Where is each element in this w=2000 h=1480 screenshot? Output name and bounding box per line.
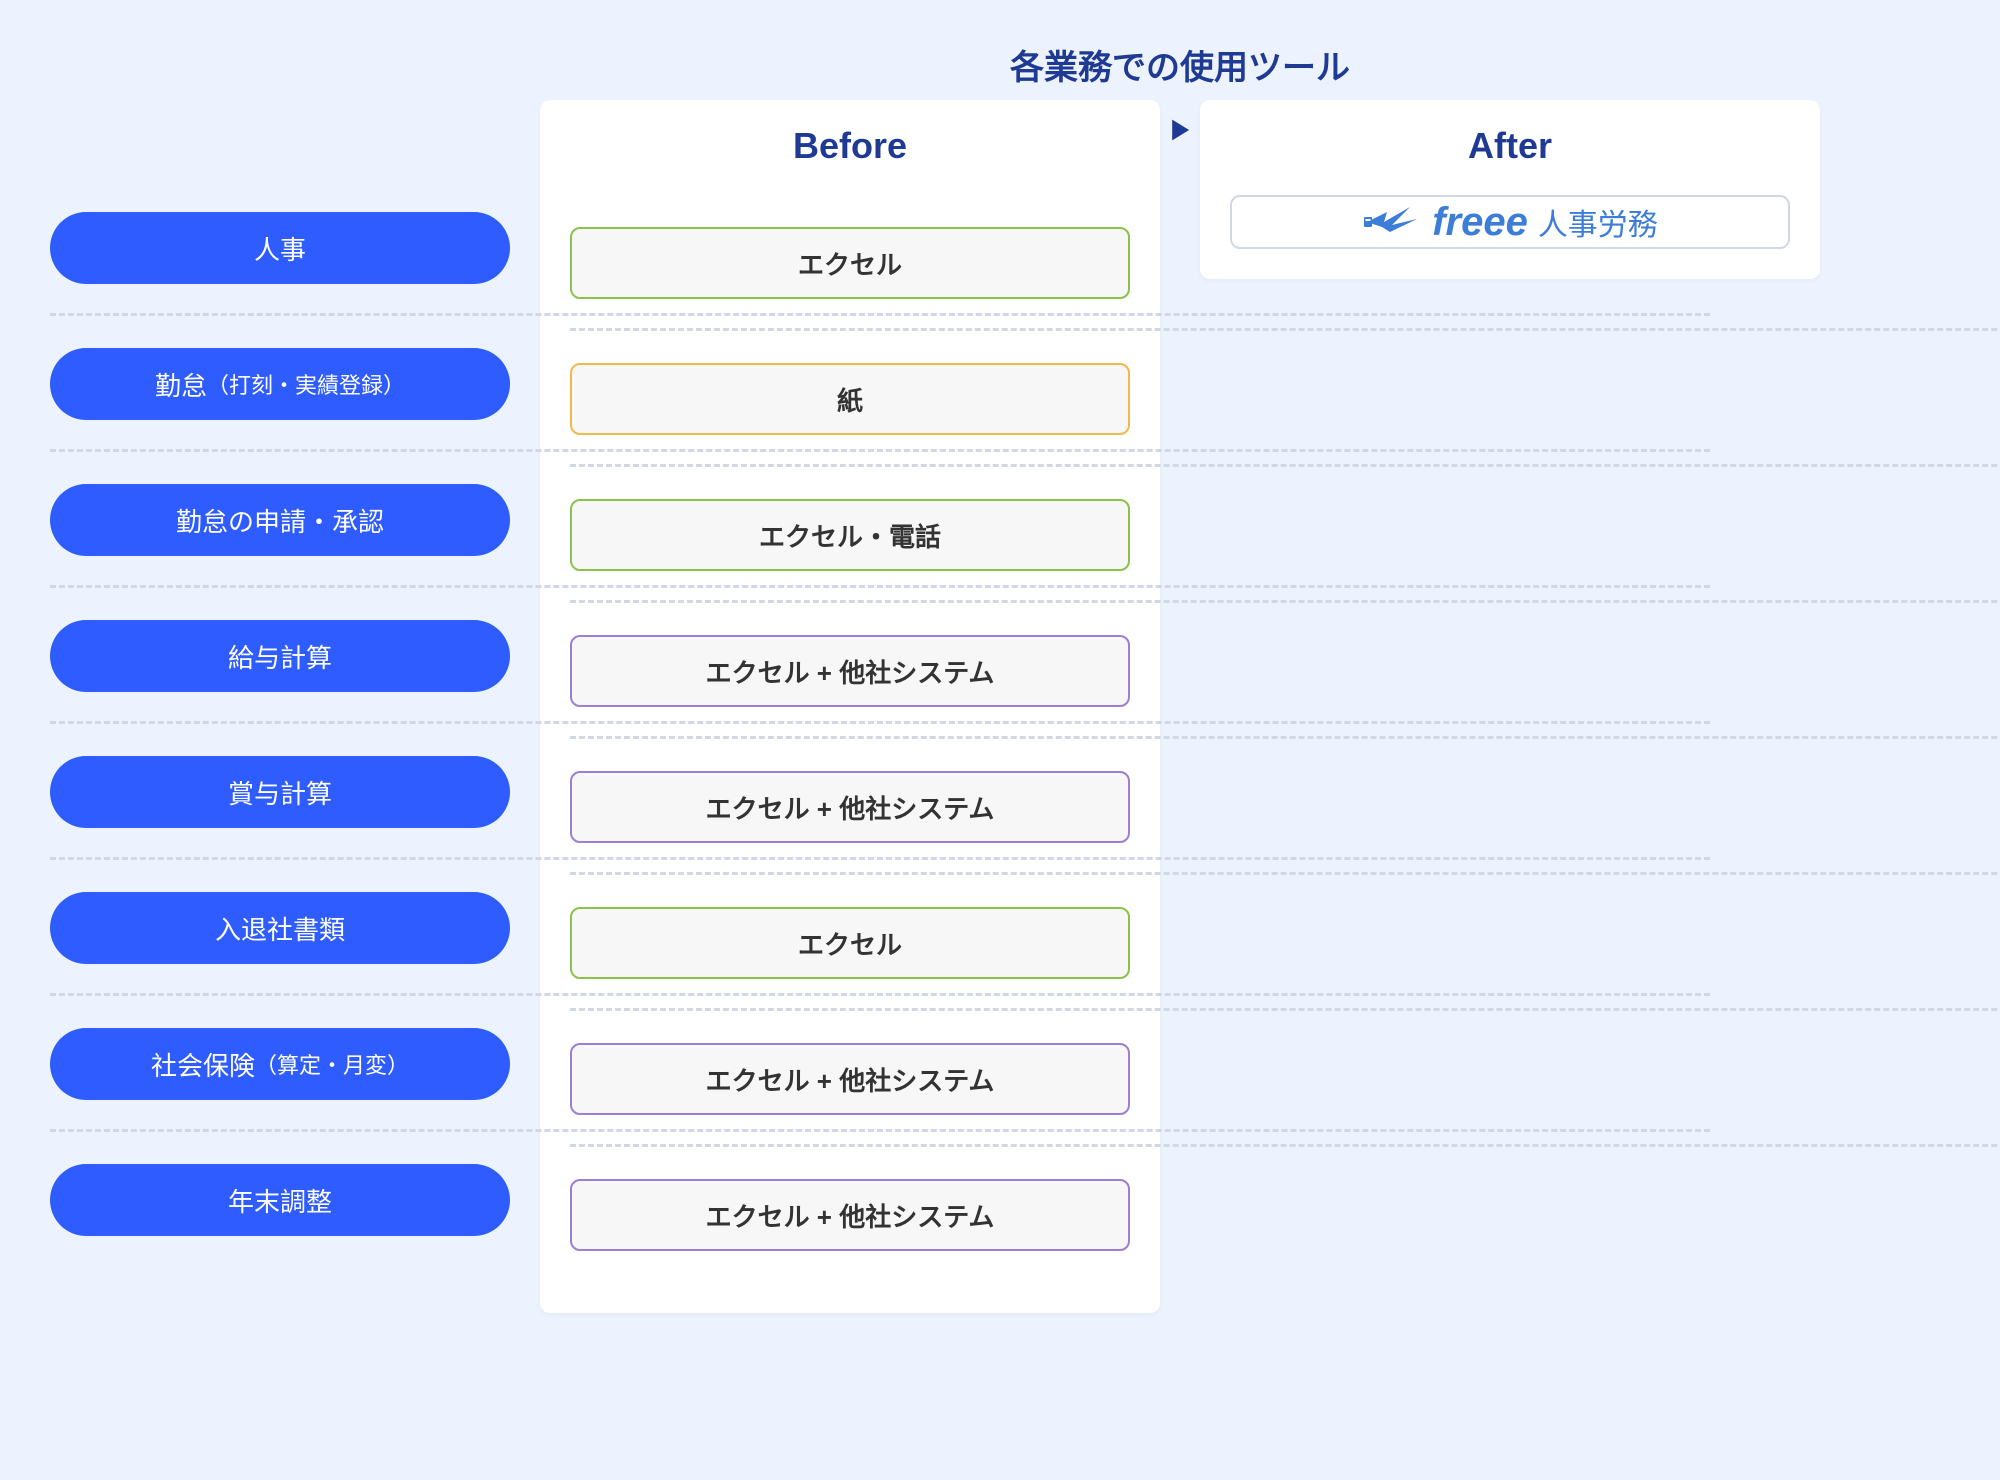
main-title: 各業務での使用ツール <box>540 40 1820 89</box>
category-pill: 勤怠の申請・承認 <box>50 484 510 556</box>
category-pill: 入退社書類 <box>50 892 510 964</box>
before-title: Before <box>570 125 1130 170</box>
category-pill: 社会保険（算定・月変） <box>50 1028 510 1100</box>
before-box: エクセル + 他社システム <box>570 1043 1130 1115</box>
before-box: エクセル + 他社システム <box>570 1179 1130 1251</box>
product-text: 人事労務 <box>1538 200 1658 244</box>
freee-bird-icon <box>1362 197 1422 247</box>
freee-logo: freee 人事労務 <box>1362 197 1658 247</box>
after-panel: After freee 人事労務 <box>1200 100 1820 279</box>
category-pill: 勤怠（打刻・実績登録） <box>50 348 510 420</box>
category-pill: 賞与計算 <box>50 756 510 828</box>
before-box: エクセル + 他社システム <box>570 635 1130 707</box>
after-title: After <box>1230 125 1790 170</box>
comparison-diagram: 各業務での使用ツール 人事勤怠（打刻・実績登録） 勤怠の申請・承認給与計算賞与計算… <box>50 40 1950 1313</box>
triangle-right-icon <box>1167 117 1193 143</box>
before-box: 紙 <box>570 363 1130 435</box>
brand-text: freee <box>1432 200 1528 245</box>
before-rows: エクセル紙エクセル・電話エクセル + 他社システムエクセル + 他社システムエク… <box>570 195 1130 1283</box>
before-box: エクセル + 他社システム <box>570 771 1130 843</box>
arrow-indicator <box>1160 100 1200 160</box>
category-pill: 給与計算 <box>50 620 510 692</box>
after-box: freee 人事労務 <box>1230 195 1790 249</box>
category-column: 人事勤怠（打刻・実績登録） 勤怠の申請・承認給与計算賞与計算入退社書類社会保険（算… <box>50 180 510 1268</box>
before-box: エクセル <box>570 227 1130 299</box>
category-pill: 人事 <box>50 212 510 284</box>
before-box: エクセル・電話 <box>570 499 1130 571</box>
before-box: エクセル <box>570 907 1130 979</box>
category-pill: 年末調整 <box>50 1164 510 1236</box>
before-panel: Before エクセル紙エクセル・電話エクセル + 他社システムエクセル + 他… <box>540 100 1160 1313</box>
